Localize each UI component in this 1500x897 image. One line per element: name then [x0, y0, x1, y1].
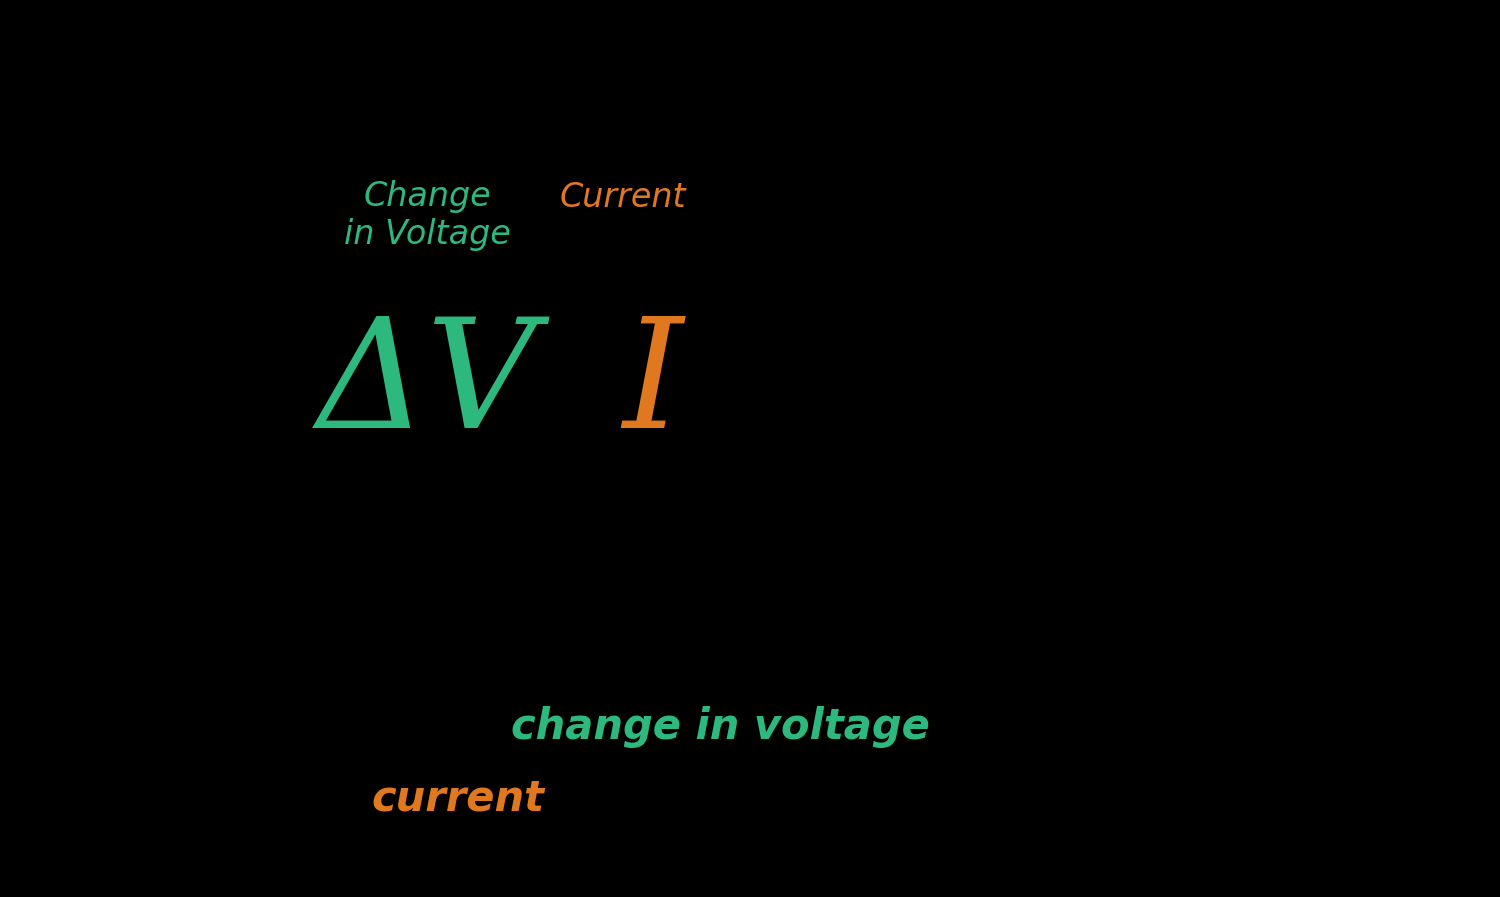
- Text: change in voltage: change in voltage: [510, 706, 930, 747]
- Text: I: I: [622, 311, 682, 460]
- Text: current: current: [370, 778, 544, 819]
- Text: Change
in Voltage: Change in Voltage: [344, 179, 512, 251]
- Text: Current: Current: [560, 181, 686, 213]
- Text: ΔV: ΔV: [316, 311, 537, 460]
